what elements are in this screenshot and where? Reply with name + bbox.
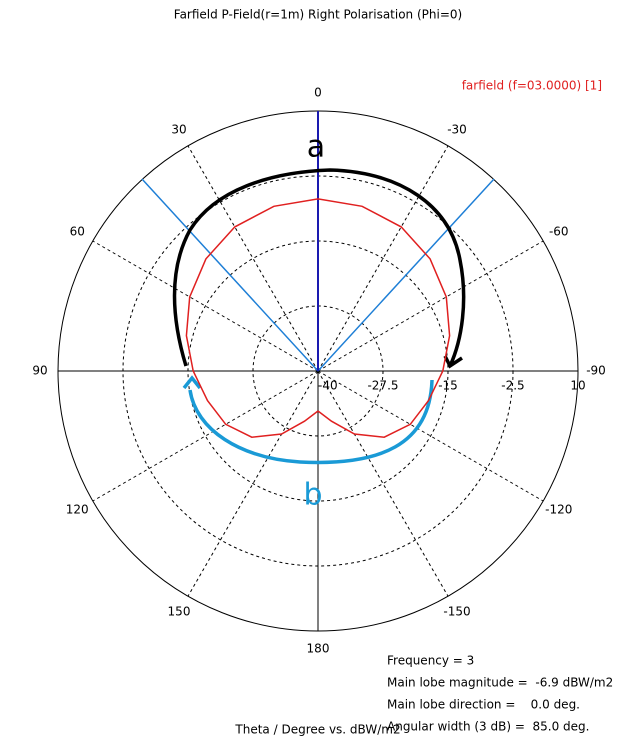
- series-line: [185, 198, 451, 438]
- grid-spoke: [187, 370, 319, 597]
- theta-tick-label: -60: [549, 225, 569, 239]
- r-tick-label: -40: [318, 379, 338, 393]
- r-tick-label: -27.5: [367, 379, 398, 393]
- axis-label: Theta / Degree vs. dBW/m2: [234, 723, 400, 737]
- theta-tick-label: 120: [66, 503, 89, 517]
- grid-spoke: [317, 370, 449, 597]
- grid-spoke: [92, 240, 319, 372]
- info-line: Angular width (3 dB) = 85.0 deg.: [387, 720, 590, 734]
- r-tick-label: -15: [438, 379, 458, 393]
- theta-tick-label: -30: [447, 123, 467, 137]
- grid-spoke: [317, 145, 449, 372]
- theta-tick-label: -120: [545, 503, 572, 517]
- theta-tick-label: 180: [307, 642, 330, 656]
- theta-tick-label: 30: [171, 123, 186, 137]
- grid-spoke: [92, 370, 319, 502]
- theta-tick-label: -90: [586, 364, 606, 378]
- grid-spoke: [317, 370, 544, 502]
- annotation: a: [307, 130, 325, 165]
- info-box: Frequency = 3 Main lobe magnitude = -6.9 …: [387, 654, 613, 734]
- annotation: b: [303, 478, 322, 513]
- r-tick-label: -2.5: [501, 379, 524, 393]
- info-line: Main lobe magnitude = -6.9 dBW/m2: [387, 676, 613, 690]
- theta-tick-label: -150: [443, 604, 470, 618]
- annotation-arrow: [172, 168, 466, 369]
- beamwidth-line: [317, 178, 495, 372]
- theta-tick-label: 0: [314, 86, 322, 100]
- theta-tick-label: 90: [32, 364, 47, 378]
- theta-tick-label: 60: [70, 225, 85, 239]
- chart-title: Farfield P-Field(r=1m) Right Polarisatio…: [174, 8, 462, 22]
- beamwidth-line: [141, 178, 319, 372]
- annotation-arrow: [182, 375, 434, 465]
- info-line: Frequency = 3: [387, 654, 474, 668]
- grid-spoke: [187, 145, 319, 372]
- grid-spoke: [317, 240, 544, 372]
- info-line: Main lobe direction = 0.0 deg.: [387, 698, 580, 712]
- legend-entry: farfield (f=03.0000) [1]: [462, 79, 602, 93]
- r-tick-label: 10: [570, 379, 585, 393]
- theta-tick-label: 150: [168, 604, 191, 618]
